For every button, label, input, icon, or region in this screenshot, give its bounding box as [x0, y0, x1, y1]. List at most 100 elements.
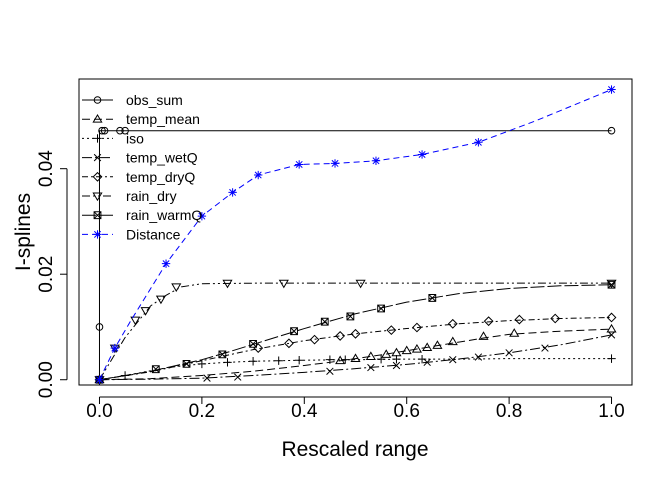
data-point-marker [417, 150, 427, 159]
data-point-marker [248, 357, 258, 366]
data-point-marker [130, 316, 141, 326]
data-point-marker [355, 279, 366, 289]
legend-label: temp_dryQ [126, 169, 195, 185]
legend-item: obs_sum [82, 92, 183, 108]
series-distance [95, 85, 616, 384]
series-rain-warmq [95, 280, 616, 384]
x-tick-label: 0.4 [291, 401, 318, 422]
data-point-marker [197, 359, 207, 369]
series-line [99, 334, 612, 381]
data-point-marker [110, 343, 120, 353]
data-point-marker [121, 126, 129, 135]
series-temp-dryq [94, 312, 617, 385]
data-point-marker [447, 336, 458, 346]
data-point-marker [474, 353, 483, 361]
data-point-marker [278, 279, 289, 289]
legend-item: temp_dryQ [82, 169, 195, 185]
data-point-marker [423, 358, 431, 367]
legend-label: temp_mean [126, 111, 200, 127]
data-point-marker [116, 126, 124, 135]
data-point-marker [155, 295, 167, 305]
data-point-marker [509, 328, 520, 337]
data-point-marker [346, 312, 355, 321]
x-tick-label: 0.6 [393, 401, 419, 422]
data-point-marker [93, 134, 102, 143]
data-point-marker [483, 316, 494, 327]
data-point-marker [234, 373, 242, 381]
data-point-marker [93, 211, 102, 220]
data-point-marker [386, 325, 397, 336]
data-point-marker [607, 280, 616, 289]
series-temp-wetq [95, 331, 616, 384]
data-point-marker [449, 355, 457, 364]
data-point-marker [350, 353, 361, 363]
data-point-marker [365, 351, 376, 360]
data-point-marker [381, 349, 392, 358]
data-point-marker [249, 339, 257, 348]
legend-item: Distance [82, 226, 181, 242]
data-point-marker [254, 170, 263, 180]
data-point-marker [341, 355, 350, 364]
data-point-marker [320, 317, 329, 326]
data-point-marker [371, 156, 381, 165]
legend-label: obs_sum [126, 92, 183, 108]
data-point-marker [274, 356, 283, 365]
data-point-marker [218, 350, 227, 359]
data-point-marker [92, 171, 103, 182]
x-axis-title: Rescaled range [281, 438, 428, 461]
data-point-marker [376, 354, 386, 364]
legend-label: iso [126, 130, 144, 146]
legend-label: rain_warmQ [126, 207, 202, 223]
data-point-marker [197, 211, 207, 221]
series-line [99, 316, 612, 381]
legend-item: temp_wetQ [82, 150, 198, 166]
data-point-marker [171, 283, 182, 293]
data-point-marker [428, 294, 437, 302]
data-point-marker [100, 126, 109, 135]
data-point-marker [309, 334, 320, 345]
data-point-marker [95, 323, 104, 331]
data-point-marker [432, 340, 443, 349]
series-obs-sum [95, 126, 616, 384]
series-line [99, 282, 612, 380]
data-point-marker [326, 367, 334, 375]
data-point-marker [401, 345, 412, 355]
legend-label: Distance [126, 226, 181, 242]
y-tick-label: 0.00 [36, 361, 57, 398]
series-layer [94, 85, 617, 385]
data-point-marker [447, 318, 458, 329]
data-point-marker [417, 354, 427, 364]
data-point-marker [182, 359, 191, 368]
data-point-marker [330, 159, 340, 168]
data-point-marker [92, 114, 103, 123]
x-tick-label: 1.0 [598, 401, 624, 422]
data-point-marker [161, 259, 171, 268]
data-point-marker [367, 363, 375, 372]
data-point-marker [325, 355, 335, 364]
data-point-marker [223, 358, 232, 367]
data-point-marker [607, 126, 616, 135]
y-tick-label: 0.02 [36, 256, 57, 293]
data-point-marker [607, 354, 616, 363]
data-point-marker [514, 314, 525, 325]
data-point-marker [93, 96, 102, 104]
y-tick-label: 0.04 [36, 150, 57, 187]
data-point-marker [98, 126, 106, 135]
data-point-marker [606, 323, 617, 333]
data-point-marker [474, 138, 483, 147]
data-point-marker [607, 85, 616, 94]
data-point-marker [392, 361, 401, 370]
series-line [98, 130, 612, 380]
data-point-marker [335, 331, 346, 341]
data-point-marker [550, 313, 561, 324]
data-point-marker [151, 365, 160, 374]
x-tick-label: 0.2 [189, 401, 215, 422]
data-point-marker [606, 279, 617, 289]
data-point-marker [222, 279, 233, 289]
data-point-marker [541, 344, 549, 352]
data-point-marker [93, 153, 102, 162]
data-point-marker [392, 354, 401, 364]
data-point-marker [95, 375, 104, 384]
